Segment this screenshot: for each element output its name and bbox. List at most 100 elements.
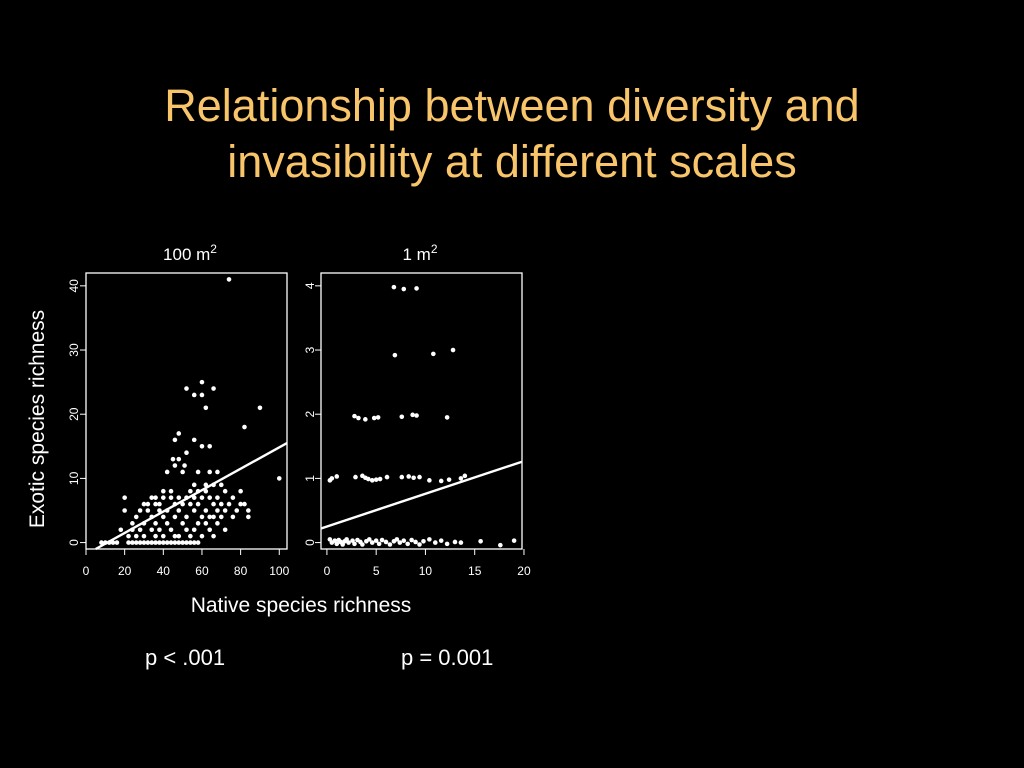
data-point: [211, 482, 216, 488]
data-point: [353, 474, 358, 480]
data-point: [161, 488, 166, 494]
data-point: [384, 474, 390, 480]
data-point: [498, 542, 503, 548]
data-point: [199, 514, 205, 520]
data-point: [373, 538, 379, 543]
data-point: [161, 540, 166, 545]
data-point: [334, 541, 340, 547]
data-point: [110, 540, 116, 545]
data-point: [234, 508, 240, 513]
data-point: [184, 527, 189, 533]
data-point: [114, 540, 120, 545]
data-point: [446, 477, 452, 482]
y-tick-label: 1: [303, 475, 317, 482]
data-point: [191, 495, 197, 500]
data-point: [399, 414, 405, 420]
data-point: [226, 501, 232, 507]
data-point: [222, 508, 228, 513]
data-point: [149, 527, 155, 533]
data-point: [203, 488, 209, 494]
data-point: [405, 541, 411, 547]
data-point: [222, 488, 228, 494]
y-tick-label: 4: [303, 282, 317, 289]
data-point: [207, 495, 212, 500]
data-point: [366, 537, 372, 542]
data-point: [149, 540, 155, 545]
data-point: [417, 542, 422, 547]
data-point: [242, 424, 247, 430]
data-point: [188, 533, 193, 539]
data-point: [184, 386, 189, 391]
data-point: [145, 540, 151, 545]
data-point: [478, 538, 483, 544]
data-point: [238, 501, 243, 507]
x-tick-label: 60: [195, 564, 209, 578]
data-point: [172, 437, 178, 443]
data-point: [392, 352, 398, 358]
data-point: [137, 508, 143, 513]
data-point: [218, 514, 224, 520]
data-point: [153, 540, 158, 545]
data-point: [157, 540, 162, 545]
data-point: [215, 508, 220, 513]
data-point: [458, 476, 464, 481]
data-point: [383, 539, 389, 545]
y-tick-label: 2: [303, 411, 317, 418]
data-point: [168, 527, 174, 533]
data-point: [360, 542, 365, 547]
data-point: [141, 521, 147, 526]
data-point: [401, 286, 407, 292]
data-point: [149, 495, 155, 500]
data-point: [211, 501, 216, 507]
data-point: [399, 474, 405, 480]
data-point: [203, 405, 209, 411]
data-point: [145, 501, 151, 507]
data-point: [373, 477, 379, 482]
data-point: [379, 537, 385, 543]
data-point: [207, 469, 212, 475]
data-point: [195, 469, 201, 475]
data-point: [246, 508, 251, 513]
data-point: [191, 527, 197, 533]
data-point: [172, 501, 178, 507]
data-point: [257, 405, 263, 411]
data-point: [195, 540, 201, 545]
data-point: [164, 469, 170, 475]
data-point: [462, 473, 468, 479]
data-point: [170, 456, 176, 462]
data-point: [363, 417, 368, 422]
data-point: [130, 521, 135, 526]
data-point: [195, 501, 201, 507]
data-point: [394, 537, 400, 542]
data-point: [191, 392, 197, 398]
data-point: [438, 478, 444, 484]
data-point: [199, 495, 205, 500]
y-tick-label: 40: [67, 279, 81, 293]
data-point: [242, 501, 247, 507]
panel-100m2: 100 m2 0 20 40 60 80 100 0 10 20 30 40: [67, 242, 290, 578]
data-point: [188, 540, 193, 545]
data-point: [352, 413, 357, 419]
data-point: [126, 540, 131, 545]
data-point: [334, 474, 340, 479]
data-point: [413, 539, 418, 545]
data-point: [172, 533, 178, 539]
data-point: [511, 538, 517, 543]
data-point: [417, 474, 422, 480]
data-point: [211, 533, 216, 539]
data-point: [191, 540, 197, 545]
data-point: [161, 514, 166, 520]
data-point: [122, 495, 127, 500]
data-point: [352, 541, 357, 547]
data-point: [365, 476, 371, 482]
y-tick-label: 3: [303, 346, 317, 353]
data-point: [414, 286, 419, 291]
data-point: [356, 415, 361, 421]
data-point: [215, 521, 220, 526]
panel-1m2: 1 m2 0 5 10 15 20 0 1 2 3 4: [303, 242, 531, 578]
data-point: [376, 541, 382, 547]
data-point: [180, 521, 185, 526]
data-point: [222, 527, 228, 533]
data-point: [184, 514, 189, 520]
